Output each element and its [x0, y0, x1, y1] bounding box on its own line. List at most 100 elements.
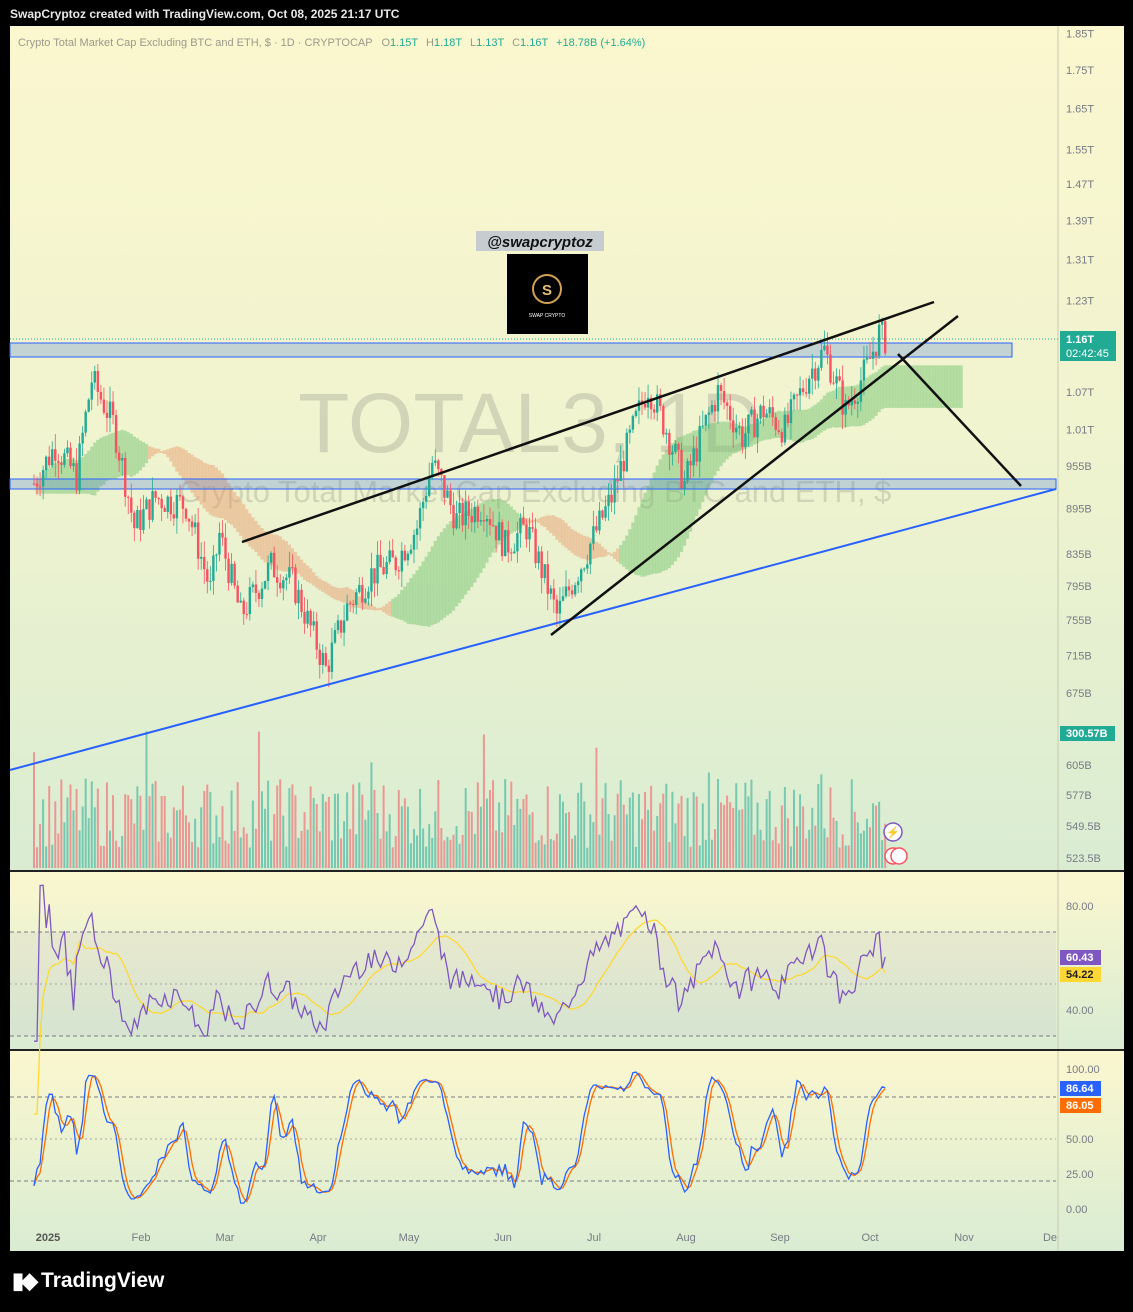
- cloud-segment: [573, 530, 577, 556]
- time-tick-label: Apr: [309, 1232, 326, 1244]
- volume-bar: [631, 792, 634, 868]
- cloud-segment: [555, 516, 559, 540]
- volume-bar: [607, 814, 610, 868]
- candle-body: [877, 324, 881, 356]
- candle-body: [345, 603, 349, 621]
- volume-bar: [671, 791, 674, 868]
- volume-bar: [701, 803, 704, 868]
- candle-body: [455, 513, 458, 529]
- candle-body: [656, 394, 659, 413]
- volume-bar: [312, 798, 315, 868]
- long-trendline[interactable]: [9, 488, 1057, 771]
- cloud-segment: [719, 421, 723, 467]
- wedge-lower-line[interactable]: [550, 315, 959, 636]
- volume-bar: [771, 840, 774, 868]
- volume-bar: [142, 829, 145, 868]
- candle-body: [361, 584, 364, 603]
- cloud-segment: [372, 606, 377, 611]
- cloud-segment: [470, 508, 474, 587]
- cloud-segment: [798, 409, 802, 443]
- wedge-upper-line[interactable]: [241, 300, 935, 544]
- cloud-segment: [141, 442, 146, 468]
- candle-body: [245, 614, 248, 616]
- cloud-segment: [211, 465, 215, 517]
- volume-bar: [726, 795, 729, 868]
- split-event-icon[interactable]: [883, 822, 903, 842]
- volume-bar: [251, 800, 254, 868]
- candle-body: [780, 432, 784, 443]
- time-tick-label: May: [399, 1232, 420, 1244]
- volume-bar: [373, 789, 376, 868]
- cloud-segment: [509, 506, 513, 534]
- support-zone[interactable]: [9, 478, 1057, 490]
- volume-bar: [656, 816, 659, 868]
- cloud-segment: [193, 456, 197, 497]
- cloud-segment: [749, 424, 754, 447]
- candle-body: [324, 652, 328, 666]
- tradingview-logo[interactable]: ▮◆ TradingView: [12, 1268, 164, 1294]
- candle-body: [628, 429, 632, 433]
- candle-body: [774, 417, 777, 431]
- candle-body: [51, 449, 54, 466]
- cloud-segment: [190, 454, 194, 493]
- candle-body: [507, 530, 510, 553]
- candle-body: [488, 518, 492, 526]
- candle-body: [315, 621, 318, 650]
- time-axis[interactable]: 2025 Feb Mar Apr May Jun Jul Aug Sep Oct Nov De: [36, 1232, 1057, 1244]
- volume-bar: [531, 812, 534, 868]
- price-axis[interactable]: 1.85T 1.75T 1.65T 1.55T 1.47T 1.39T 1.31T 1.23T…: [1066, 29, 1101, 1216]
- volume-bar: [36, 847, 39, 868]
- volume-bar: [230, 790, 233, 868]
- cloud-segment: [959, 365, 963, 408]
- cloud-segment: [275, 534, 279, 570]
- cloud-segment: [278, 536, 282, 571]
- cloud-segment: [172, 447, 176, 467]
- volume-bar: [115, 840, 118, 868]
- volume-bar: [69, 784, 72, 868]
- volume-bar: [315, 803, 318, 868]
- stoch-d-line: [33, 1072, 886, 1203]
- volume-bar: [267, 780, 270, 868]
- cloud-segment: [415, 570, 419, 625]
- candle-body: [564, 586, 568, 597]
- us-flag-event-icon-2[interactable]: [890, 847, 908, 865]
- volume-bar: [461, 834, 464, 868]
- cloud-segment: [929, 365, 933, 408]
- volume-bar: [595, 747, 598, 868]
- candle-body: [811, 368, 814, 379]
- candle-body: [719, 385, 723, 391]
- candle-body: [482, 520, 486, 522]
- volume-tick-label: 523.5B: [1066, 853, 1101, 865]
- cloud-segment: [220, 473, 225, 519]
- candle-body: [397, 570, 400, 572]
- volume-bar: [625, 814, 628, 868]
- cloud-segment: [68, 459, 73, 494]
- candle-body: [607, 494, 610, 507]
- cloud-segment: [825, 392, 830, 429]
- cloud-segment: [342, 587, 346, 603]
- legend-high: 1.18T: [434, 37, 462, 49]
- candle-body: [48, 456, 51, 466]
- candle-body: [358, 584, 361, 593]
- projection-arrow-line[interactable]: [897, 353, 1022, 487]
- candle-body: [169, 496, 172, 515]
- cloud-segment: [236, 496, 240, 532]
- price-tick-label: 1.85T: [1066, 29, 1094, 41]
- resistance-zone[interactable]: [9, 342, 1013, 358]
- candle-body: [494, 525, 498, 541]
- price-tick-label: 1.07T: [1066, 387, 1094, 399]
- cloud-segment: [208, 464, 212, 515]
- volume-bar: [756, 802, 759, 868]
- legend-open: 1.15T: [390, 37, 418, 49]
- candle-body: [698, 425, 701, 462]
- volume-bar: [163, 796, 166, 868]
- volume-bar: [793, 789, 795, 868]
- cloud-segment: [442, 528, 446, 618]
- volume-bar: [87, 818, 90, 868]
- cloud-segment: [658, 459, 662, 573]
- price-tick-label: 835B: [1066, 549, 1092, 561]
- volume-bar: [747, 796, 750, 868]
- candle-body: [421, 501, 425, 509]
- cloud-segment: [397, 594, 401, 620]
